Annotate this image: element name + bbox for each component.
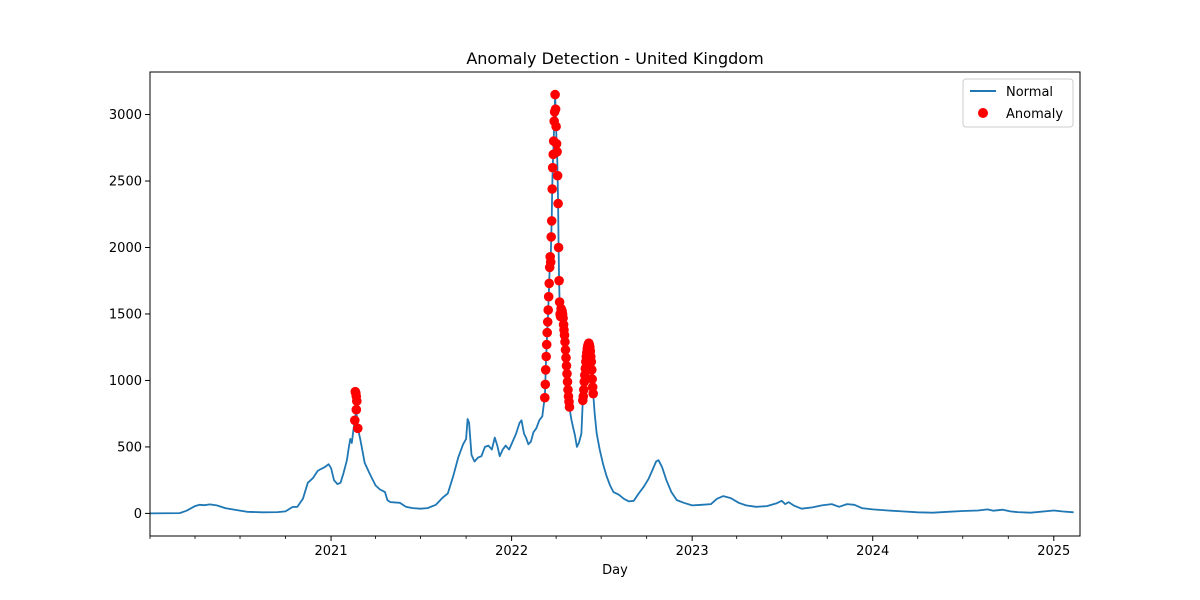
anomaly-point bbox=[551, 139, 562, 149]
anomaly-point bbox=[543, 305, 553, 315]
anomaly-point bbox=[551, 121, 561, 132]
anomaly-point bbox=[586, 357, 597, 367]
anomaly-point bbox=[561, 361, 572, 371]
anomaly-point bbox=[561, 353, 571, 363]
x-tick-label: 2021 bbox=[315, 544, 348, 559]
y-tick-label: 2500 bbox=[109, 175, 142, 190]
y-tick-label: 2000 bbox=[109, 241, 142, 256]
y-tick-label: 500 bbox=[117, 440, 142, 455]
anomaly-point bbox=[554, 275, 564, 286]
legend-anomaly-label: Anomaly bbox=[1006, 107, 1063, 122]
anomaly-point bbox=[540, 379, 551, 390]
anomaly-point bbox=[553, 198, 563, 209]
anomaly-point bbox=[550, 89, 560, 100]
legend: Normal Anomaly bbox=[962, 78, 1074, 128]
legend-normal-label: Normal bbox=[1006, 85, 1053, 100]
y-tick-label: 0 bbox=[134, 507, 142, 522]
anomaly-point bbox=[540, 392, 550, 403]
anomaly-point bbox=[560, 337, 570, 347]
x-tick-label: 2022 bbox=[495, 544, 528, 559]
anomaly-point bbox=[587, 365, 597, 375]
anomaly-point bbox=[562, 377, 573, 387]
x-tick-label: 2024 bbox=[856, 544, 889, 559]
anomaly-point bbox=[552, 170, 563, 181]
anomaly-point bbox=[541, 339, 552, 350]
anomaly-point bbox=[547, 184, 557, 194]
chart-title: Anomaly Detection - United Kingdom bbox=[466, 49, 763, 68]
anomaly-point bbox=[540, 365, 551, 375]
anomaly-point bbox=[553, 242, 564, 253]
anomaly-point bbox=[564, 402, 575, 412]
anomaly-point bbox=[547, 162, 558, 173]
plot-frame bbox=[149, 71, 1081, 537]
anomaly-point bbox=[545, 257, 556, 267]
anomaly-point bbox=[542, 317, 553, 327]
x-tick-label: 2023 bbox=[676, 544, 709, 559]
y-tick-label: 1500 bbox=[109, 307, 142, 322]
y-axis: 0 500 1000 1500 2000 2500 3000 bbox=[109, 108, 150, 522]
anomaly-point bbox=[541, 351, 551, 362]
anomaly-point bbox=[550, 104, 561, 114]
anomaly-point bbox=[546, 216, 557, 226]
x-axis: 2021 2022 2023 2024 2025 bbox=[149, 536, 1070, 559]
plot-area bbox=[149, 89, 1074, 515]
series-anomaly-points bbox=[350, 89, 598, 434]
y-tick-label: 3000 bbox=[109, 108, 142, 123]
y-tick-label: 1000 bbox=[109, 374, 142, 389]
anomaly-point bbox=[579, 385, 589, 395]
anomaly-point bbox=[552, 147, 562, 157]
anomaly-point bbox=[351, 404, 362, 415]
anomaly-point bbox=[544, 278, 554, 289]
legend-anomaly-swatch bbox=[978, 108, 988, 118]
anomaly-point bbox=[353, 423, 363, 434]
anomaly-point bbox=[543, 291, 554, 302]
anomaly-point bbox=[352, 396, 362, 406]
anomaly-point bbox=[350, 415, 360, 426]
anomaly-point bbox=[588, 388, 598, 399]
x-axis-label: Day bbox=[602, 563, 628, 578]
anomaly-point bbox=[542, 327, 552, 338]
anomaly-point bbox=[560, 345, 571, 355]
x-tick-label: 2025 bbox=[1037, 544, 1070, 559]
series-normal-line bbox=[149, 93, 1074, 515]
anomaly-point bbox=[587, 374, 597, 384]
anomaly-point bbox=[546, 232, 556, 242]
anomaly-point bbox=[562, 369, 572, 379]
